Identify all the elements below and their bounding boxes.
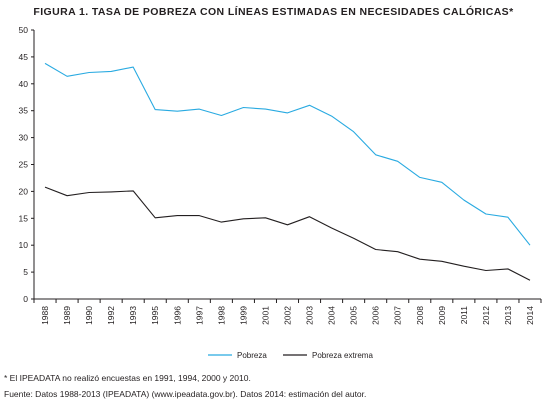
x-tick-label: 1995 <box>150 306 160 325</box>
x-tick-label: 2006 <box>371 306 381 325</box>
pobreza-extrema-data-point <box>397 251 399 253</box>
pobreza-extrema-data-point <box>441 260 443 262</box>
y-axis: 0 5 10 15 20 25 30 35 40 45 50 <box>19 25 35 304</box>
y-tick-label: 30 <box>19 133 29 143</box>
pobreza-extrema-data-point <box>132 190 134 192</box>
x-tick-label: 2004 <box>327 306 337 325</box>
x-tick-label: 2008 <box>415 306 425 325</box>
x-tick-label: 1989 <box>62 306 72 325</box>
legend: Pobreza Pobreza extrema <box>208 351 373 360</box>
pobreza-data-point <box>507 216 509 218</box>
x-tick-label: 2009 <box>437 306 447 325</box>
pobreza-extrema-data-point <box>44 186 46 188</box>
pobreza-data-point <box>66 75 68 77</box>
x-tick-label: 1993 <box>128 306 138 325</box>
pobreza-extrema-data-point <box>463 265 465 267</box>
y-tick-label: 25 <box>19 160 29 170</box>
y-tick-label: 35 <box>19 106 29 116</box>
pobreza-data-point <box>463 199 465 201</box>
x-tick-label: 1999 <box>238 306 248 325</box>
pobreza-extrema-data-point <box>419 258 421 260</box>
chart-title: FIGURA 1. TASA DE POBREZA CON LÍNEAS EST… <box>33 6 514 18</box>
pobreza-extrema-series-line <box>44 186 531 281</box>
x-tick-label: 1988 <box>40 306 50 325</box>
y-tick-label: 50 <box>19 25 29 35</box>
x-tick-label: 2001 <box>260 306 270 325</box>
y-tick-label: 5 <box>23 267 28 277</box>
pobreza-data-point <box>154 108 156 110</box>
footnote-surveys: * El IPEADATA no realizó encuestas en 19… <box>4 373 251 383</box>
x-tick-label: 2014 <box>525 306 535 325</box>
pobreza-data-point <box>375 154 377 156</box>
y-tick-label: 0 <box>23 294 28 304</box>
x-tick-label: 1997 <box>194 306 204 325</box>
pobreza-data-point <box>264 108 266 110</box>
pobreza-data-point <box>44 62 46 64</box>
pobreza-extrema-data-point <box>507 268 509 270</box>
pobreza-data-point <box>242 106 244 108</box>
pobreza-data-point <box>308 104 310 106</box>
pobreza-extrema-data-point <box>352 237 354 239</box>
pobreza-extrema-data-point <box>242 218 244 220</box>
x-axis: 1988 1989 1990 1992 1993 1995 1996 1997 1998 1999… <box>33 298 542 325</box>
x-tick-label: 2003 <box>305 306 315 325</box>
x-tick-label: 2012 <box>481 306 491 325</box>
pobreza-extrema-data-point <box>66 195 68 197</box>
pobreza-data-point <box>330 115 332 117</box>
x-tick-label: 2011 <box>459 306 469 325</box>
pobreza-extrema-data-point <box>220 221 222 223</box>
pobreza-data-point <box>132 66 134 68</box>
legend-label-pobreza-extrema: Pobreza extrema <box>312 351 373 360</box>
y-tick-label: 10 <box>19 240 29 250</box>
pobreza-extrema-data-point <box>330 227 332 229</box>
pobreza-data-point <box>397 160 399 162</box>
x-tick-label: 1998 <box>216 306 226 325</box>
pobreza-extrema-data-point <box>529 279 531 281</box>
x-tick-label: 2007 <box>393 306 403 325</box>
pobreza-data-point <box>220 114 222 116</box>
pobreza-data-point <box>198 108 200 110</box>
pobreza-extrema-data-point <box>198 214 200 216</box>
pobreza-data-point <box>352 131 354 133</box>
pobreza-data-point <box>419 176 421 178</box>
pobreza-data-point <box>88 71 90 73</box>
y-tick-label: 40 <box>19 79 29 89</box>
pobreza-data-point <box>529 244 531 246</box>
legend-label-pobreza: Pobreza <box>237 351 267 360</box>
y-tick-label: 45 <box>19 52 29 62</box>
x-tick-label: 2002 <box>283 306 293 325</box>
y-tick-label: 15 <box>19 213 29 223</box>
pobreza-data-point <box>485 213 487 215</box>
pobreza-data-point <box>441 181 443 183</box>
pobreza-extrema-data-point <box>154 217 156 219</box>
series-layer <box>44 62 531 281</box>
x-tick-label: 1992 <box>106 306 116 325</box>
pobreza-extrema-data-point <box>286 224 288 226</box>
pobreza-extrema-data-point <box>485 269 487 271</box>
x-tick-label: 2013 <box>503 306 513 325</box>
pobreza-data-point <box>176 110 178 112</box>
pobreza-extrema-data-point <box>110 191 112 193</box>
pobreza-data-point <box>286 112 288 114</box>
footnote-source: Fuente: Datos 1988-2013 (IPEADATA) (www.… <box>4 389 367 399</box>
pobreza-extrema-data-point <box>308 216 310 218</box>
pobreza-extrema-data-point <box>88 191 90 193</box>
x-tick-label: 2005 <box>349 306 359 325</box>
pobreza-extrema-data-point <box>176 214 178 216</box>
pobreza-series-line <box>44 62 531 246</box>
y-tick-label: 20 <box>19 186 29 196</box>
pobreza-extrema-data-point <box>264 217 266 219</box>
pobreza-data-point <box>110 70 112 72</box>
x-tick-label: 1996 <box>172 306 182 325</box>
pobreza-extrema-data-point <box>375 248 377 250</box>
x-tick-label: 1990 <box>84 306 94 325</box>
